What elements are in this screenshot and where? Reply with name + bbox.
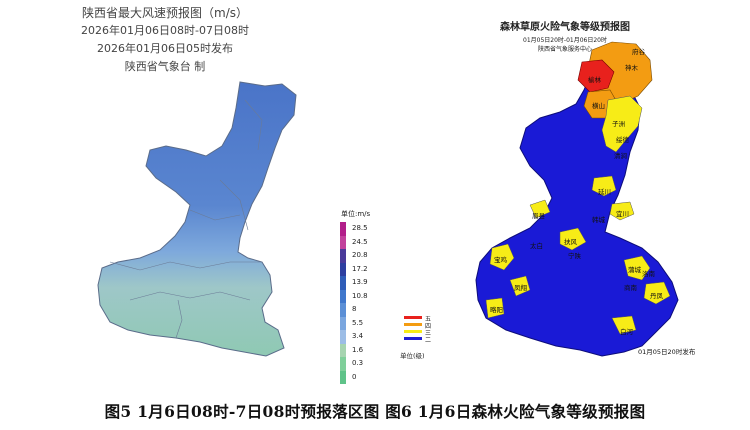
fire-legend-swatch (404, 330, 422, 333)
place-label: 府谷 (632, 48, 645, 56)
fire-legend-swatch (404, 323, 422, 326)
place-label: 白河 (620, 328, 633, 336)
figure-caption: 图5 1月6日08时-7日08时预报落区图 图6 1月6日森林火险气象等级预报图 (104, 402, 646, 421)
wind-legend-swatch (340, 249, 346, 263)
shaanxi-wind-map (97, 81, 297, 357)
place-label: 宝鸡 (494, 256, 507, 264)
fire-yellow-north (601, 95, 643, 153)
place-label: 榆林 (588, 76, 601, 84)
wind-legend-swatch (340, 330, 346, 344)
fire-map-period: 01月05日20时-01月06日20时 (523, 37, 607, 44)
fire-legend-swatch (404, 316, 422, 319)
fire-legend-label: 四 (425, 323, 432, 330)
fire-legend-label: 三 (425, 330, 432, 337)
wind-map-issued: 2026年01月06日05时发布 (97, 42, 233, 55)
fire-legend-label: 二 (425, 337, 432, 344)
wind-legend-label: 20.8 (352, 251, 368, 259)
wind-map-agency: 陕西省气象台 制 (124, 60, 206, 73)
wind-legend-label: 1.6 (352, 345, 364, 354)
shaanxi-fire-map (475, 41, 679, 357)
place-label: 子洲 (612, 120, 625, 128)
place-label: 凤翔 (514, 284, 527, 292)
wind-legend-swatch (340, 303, 346, 317)
fire-danger-map-panel: 森林草原火险气象等级预报图 01月05日20时-01月06日20时 陕西省气象服… (380, 0, 750, 395)
wind-legend-label: 10.8 (352, 291, 368, 300)
fire-map-title: 森林草原火险气象等级预报图 (500, 22, 630, 33)
fire-red-region (577, 59, 615, 93)
wind-legend-swatch (340, 343, 346, 357)
wind-legend-swatch (340, 357, 346, 371)
wind-legend-swatch (340, 316, 346, 330)
place-label: 洛南 (642, 270, 655, 278)
place-label: 绥德 (616, 136, 629, 144)
fire-map-agency: 陕西省气象服务中心 (537, 46, 592, 53)
wind-legend-label: 13.9 (352, 278, 368, 286)
wind-map-title: 陕西省最大风速预报图（m/s） (82, 6, 248, 20)
wind-legend-swatch (340, 370, 346, 384)
place-label: 宜川 (616, 210, 629, 218)
place-label: 韩城 (592, 216, 605, 224)
fire-legend-label: 五 (425, 316, 432, 323)
wind-legend-swatch (340, 235, 346, 249)
wind-legend-label: 17.2 (352, 264, 368, 273)
wind-legend-label: 3.4 (352, 332, 364, 340)
wind-map-period: 2026年01月06日08时-07日08时 (81, 24, 249, 37)
wind-legend-swatch (340, 262, 346, 276)
place-label: 丹凤 (650, 292, 663, 300)
place-label: 略阳 (490, 306, 503, 314)
place-label: 扶风 (564, 238, 577, 246)
shaanxi-outline-wind (97, 81, 297, 357)
place-label: 延川 (598, 188, 611, 196)
wind-legend-label: 8 (352, 305, 357, 313)
place-label: 蒲城 (628, 266, 641, 274)
place-label: 眉县 (532, 212, 545, 220)
wind-speed-map-panel: 陕西省最大风速预报图（m/s） 2026年01月06日08时-07日08时 20… (0, 0, 380, 395)
fire-legend-unit: 单位(级) (400, 352, 425, 360)
wind-legend-swatch (340, 222, 346, 236)
place-label: 清涧 (614, 152, 627, 160)
wind-legend-label: 28.5 (352, 224, 368, 232)
wind-legend-swatch (340, 289, 346, 303)
wind-legend-label: 0.3 (352, 359, 364, 367)
fire-map-footer: 01月05日20时发布 (638, 348, 696, 356)
place-label: 太白 (530, 242, 543, 250)
place-label: 宁陕 (568, 252, 581, 260)
place-label: 商南 (624, 284, 637, 292)
wind-legend-label: 24.5 (352, 237, 368, 246)
wind-legend-title: 单位:m/s (341, 210, 371, 218)
wind-legend-label: 5.5 (352, 318, 364, 327)
place-label: 横山 (592, 102, 605, 110)
wind-legend-swatch (340, 276, 346, 290)
fire-blue-region (475, 74, 679, 357)
fire-legend-swatch (404, 337, 422, 340)
wind-legend-label: 0 (352, 372, 357, 381)
place-label: 神木 (625, 64, 638, 72)
